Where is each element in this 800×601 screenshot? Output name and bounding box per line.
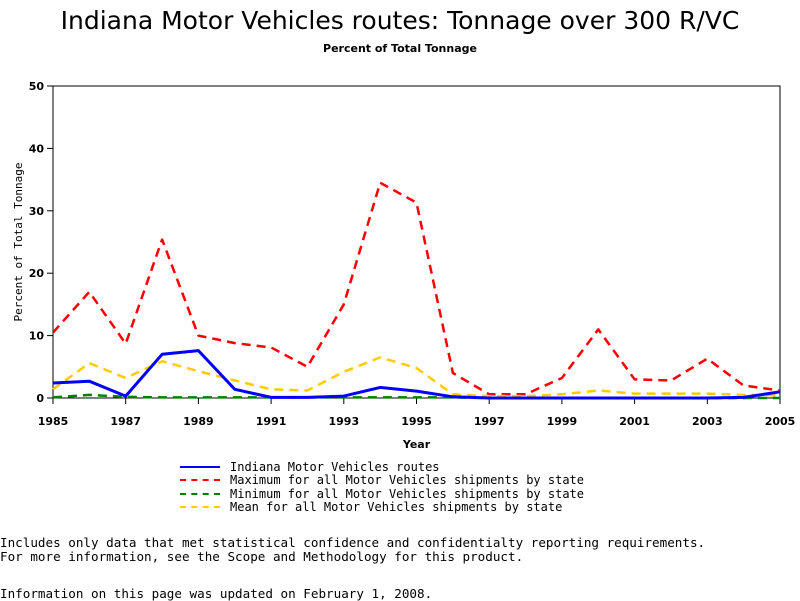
chart-legend: Indiana Motor Vehicles routes Maximum for… (180, 460, 584, 514)
x-tick-label: 2001 (619, 415, 650, 428)
x-tick-label: 1995 (401, 415, 432, 428)
line-chart: 0 10 20 30 40 50 1985 1987 1989 1991 1993 1995 1997 1… (12, 80, 796, 451)
legend-swatch (180, 506, 220, 509)
chart-title: Indiana Motor Vehicles routes: Tonnage o… (60, 6, 740, 35)
footnote-line-2: For more information, see the Scope and … (0, 549, 524, 564)
y-tick-label: 50 (29, 80, 45, 93)
y-tick-label: 10 (29, 330, 45, 343)
legend-item: Mean for all Motor Vehicles shipments by… (180, 500, 584, 515)
x-tick-label: 1993 (328, 415, 359, 428)
legend-item: Maximum for all Motor Vehicles shipments… (180, 473, 585, 488)
x-tick-label: 1999 (547, 415, 578, 428)
y-tick-label: 30 (29, 205, 45, 218)
series-line (52, 356, 781, 398)
update-note: Information on this page was updated on … (0, 586, 433, 601)
x-tick-label: 1991 (256, 415, 287, 428)
x-tick-label: 1989 (183, 415, 214, 428)
x-axis-label: Year (402, 438, 431, 451)
legend-label: Indiana Motor Vehicles routes (230, 459, 440, 474)
legend-label: Minimum for all Motor Vehicles shipments… (230, 486, 585, 501)
x-tick-label: 1985 (38, 415, 69, 428)
series-line (52, 349, 781, 400)
x-tick-label: 1987 (110, 415, 141, 428)
footnotes: Includes only data that met statistical … (0, 536, 705, 564)
series-line (52, 181, 781, 396)
y-tick-label: 20 (29, 267, 45, 280)
legend-swatch (180, 492, 220, 495)
chart-subtitle: Percent of Total Tonnage (323, 42, 477, 55)
footnote-line-1: Includes only data that met statistical … (0, 535, 706, 550)
y-axis-label: Percent of Total Tonnage (12, 163, 25, 322)
legend-label: Mean for all Motor Vehicles shipments by… (230, 500, 563, 515)
legend-swatch (180, 479, 220, 482)
legend-item: Minimum for all Motor Vehicles shipments… (180, 487, 584, 501)
x-tick-label: 2005 (765, 415, 796, 428)
x-tick-label: 1997 (474, 415, 505, 428)
legend-swatch (180, 465, 220, 468)
legend-item: Indiana Motor Vehicles routes (180, 460, 584, 474)
y-tick-label: 40 (29, 142, 45, 155)
y-tick-label: 0 (36, 392, 44, 405)
x-tick-label: 2003 (692, 415, 723, 428)
legend-label: Maximum for all Motor Vehicles shipments… (230, 473, 585, 488)
